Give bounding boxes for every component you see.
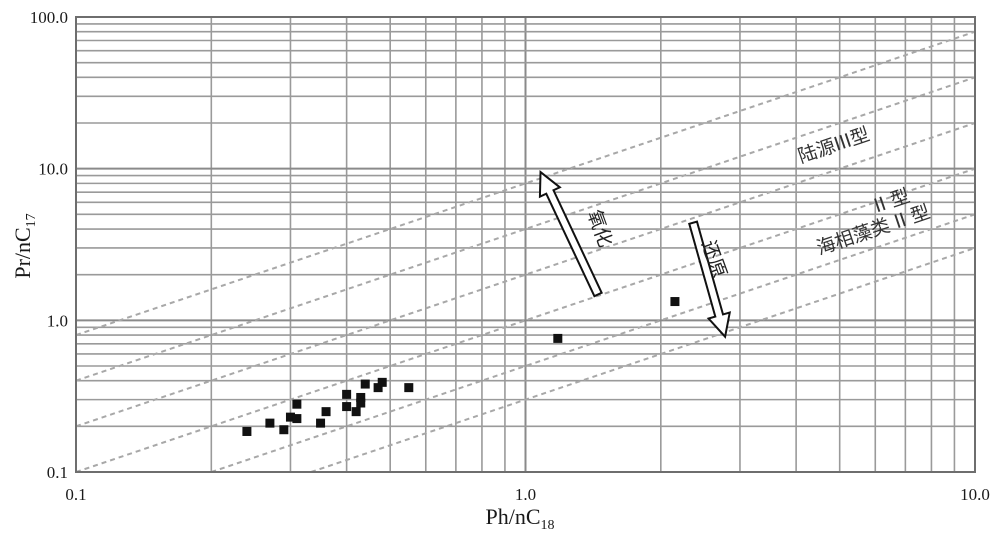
data-point (292, 399, 302, 409)
data-point (356, 398, 366, 408)
data-point (285, 412, 295, 422)
plot-frame (75, 16, 976, 473)
y-tick-label: 100.0 (30, 8, 68, 27)
data-point (404, 383, 414, 393)
data-point (377, 377, 387, 387)
x-tick-label: 10.0 (960, 485, 990, 504)
data-point (292, 414, 302, 424)
gridlines (75, 17, 975, 473)
data-point (279, 425, 289, 435)
reduction-arrow (688, 220, 732, 339)
data-point (360, 379, 370, 389)
tick-labels: 0.1 1.0 10.0 0.1 1.0 10.0 100.0 (30, 8, 990, 504)
trend-arrows (538, 170, 732, 339)
x-axis-title: Ph/nC18 (485, 504, 554, 533)
data-point (670, 297, 680, 307)
data-point (351, 407, 361, 417)
y-tick-label: 1.0 (47, 311, 68, 330)
data-point (321, 407, 331, 417)
y-axis-title: Pr/nC17 (10, 213, 39, 278)
x-tick-label: 0.1 (65, 485, 86, 504)
data-point (242, 426, 252, 436)
data-point (356, 392, 366, 402)
data-point (265, 418, 275, 428)
data-point (553, 333, 563, 343)
data-point (342, 389, 352, 399)
data-point (342, 402, 352, 412)
zone-label-marine-algae-ii: 海相藻类 II 型 (814, 201, 933, 260)
y-tick-label: 0.1 (47, 463, 68, 482)
data-points (242, 297, 680, 436)
data-point (316, 418, 326, 428)
data-point (373, 383, 383, 393)
x-tick-label: 1.0 (515, 485, 536, 504)
oxidation-arrow (538, 170, 603, 298)
y-tick-label: 10.0 (38, 160, 68, 179)
